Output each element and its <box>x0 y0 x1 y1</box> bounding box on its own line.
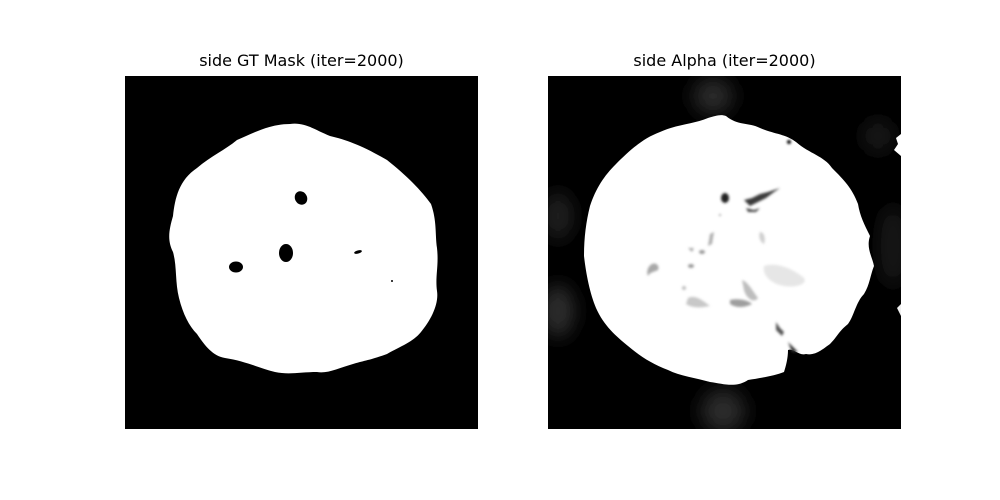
alpha-gray-patches <box>647 232 805 308</box>
gt-mask-hole <box>279 244 293 262</box>
alpha-edge-artifact <box>897 304 901 316</box>
alpha-dark-artifacts <box>719 140 798 352</box>
gt-mask-hole <box>229 261 243 273</box>
gt-mask-panel-title: side GT Mask (iter=2000) <box>199 51 404 70</box>
alpha-background-haze <box>548 78 901 429</box>
alpha-image <box>548 76 901 429</box>
gt-mask-hole <box>294 191 308 205</box>
gt-mask-image <box>125 76 478 429</box>
gt-mask-hole <box>391 280 393 282</box>
gt-mask-hole <box>354 250 362 254</box>
gt-mask-foreground-blob <box>169 123 438 374</box>
alpha-panel-title: side Alpha (iter=2000) <box>633 51 816 70</box>
alpha-edge-artifact <box>894 134 901 156</box>
alpha-foreground-blob <box>584 115 874 385</box>
